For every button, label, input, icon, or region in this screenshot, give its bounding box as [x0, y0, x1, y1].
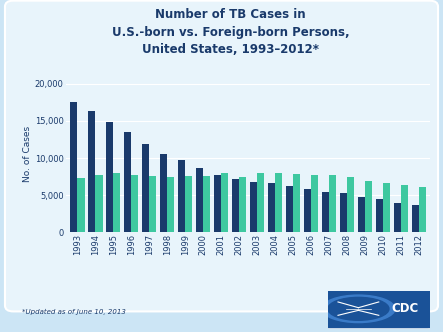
- Bar: [383, 184, 390, 232]
- Bar: [293, 174, 300, 232]
- Bar: [401, 185, 408, 232]
- Bar: [196, 168, 203, 232]
- Bar: [131, 175, 139, 232]
- FancyBboxPatch shape: [5, 1, 438, 311]
- Circle shape: [328, 297, 389, 320]
- Bar: [358, 197, 365, 232]
- Bar: [275, 173, 282, 232]
- Bar: [88, 111, 95, 232]
- FancyBboxPatch shape: [325, 290, 433, 329]
- Bar: [221, 173, 229, 232]
- Bar: [95, 175, 102, 232]
- Bar: [142, 144, 149, 232]
- Bar: [250, 182, 257, 232]
- Text: CDC: CDC: [391, 302, 418, 315]
- Bar: [106, 122, 113, 232]
- Bar: [149, 176, 156, 232]
- Bar: [394, 203, 401, 232]
- Bar: [340, 194, 347, 232]
- Bar: [113, 173, 120, 232]
- Bar: [239, 177, 246, 232]
- Bar: [329, 175, 336, 232]
- Bar: [178, 160, 185, 232]
- Bar: [268, 183, 275, 232]
- Bar: [257, 173, 264, 232]
- Bar: [124, 132, 131, 232]
- Bar: [203, 176, 210, 232]
- Bar: [347, 177, 354, 232]
- Bar: [214, 175, 221, 232]
- Bar: [419, 187, 426, 232]
- Bar: [78, 178, 85, 232]
- Bar: [412, 205, 419, 232]
- Text: Number of TB Cases in
U.S.-born vs. Foreign-born Persons,
United States, 1993–20: Number of TB Cases in U.S.-born vs. Fore…: [112, 8, 349, 56]
- Bar: [311, 175, 319, 232]
- Bar: [160, 154, 167, 232]
- Bar: [322, 193, 329, 232]
- Bar: [185, 177, 192, 232]
- Bar: [232, 179, 239, 232]
- Bar: [286, 186, 293, 232]
- Bar: [167, 177, 175, 232]
- Text: *Updated as of June 10, 2013: *Updated as of June 10, 2013: [22, 309, 126, 315]
- Circle shape: [322, 295, 395, 323]
- Bar: [304, 190, 311, 232]
- Bar: [70, 102, 77, 232]
- Bar: [365, 181, 372, 232]
- Bar: [376, 199, 383, 232]
- Y-axis label: No. of Cases: No. of Cases: [23, 126, 32, 183]
